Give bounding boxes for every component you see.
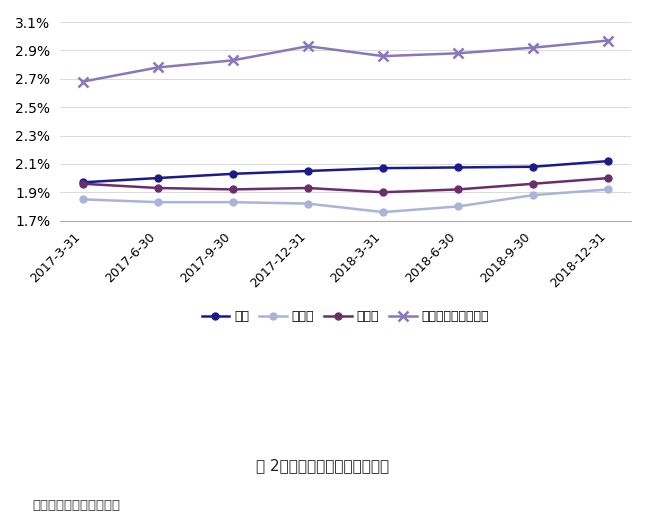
农村金融机构的角度 — [154, 64, 162, 70]
Line: 大行: 大行 — [79, 158, 612, 186]
股份行 — [530, 192, 537, 198]
农村金融机构的角度 — [229, 57, 236, 64]
城商行 — [229, 186, 236, 193]
农村金融机构的角度 — [379, 53, 387, 60]
Legend: 大行, 股份行, 城商行, 农村金融机构的角度: 大行, 股份行, 城商行, 农村金融机构的角度 — [197, 305, 494, 328]
城商行 — [304, 185, 312, 191]
城商行 — [530, 181, 537, 187]
农村金融机构的角度 — [304, 43, 312, 49]
股份行 — [229, 199, 236, 205]
城商行 — [79, 181, 87, 187]
大行 — [304, 168, 312, 174]
大行 — [530, 163, 537, 170]
Line: 股份行: 股份行 — [79, 186, 612, 216]
股份行 — [605, 186, 612, 193]
大行 — [454, 164, 462, 171]
农村金融机构的角度 — [454, 50, 462, 56]
农村金融机构的角度 — [605, 38, 612, 44]
股份行 — [379, 209, 387, 215]
城商行 — [154, 185, 162, 191]
城商行 — [454, 186, 462, 193]
Line: 农村金融机构的角度: 农村金融机构的角度 — [78, 35, 613, 87]
股份行 — [454, 203, 462, 209]
城商行 — [605, 175, 612, 181]
大行 — [229, 171, 236, 177]
农村金融机构的角度 — [79, 78, 87, 85]
大行 — [79, 179, 87, 185]
股份行 — [154, 199, 162, 205]
大行 — [605, 158, 612, 164]
Text: 数据来源：中国銀保监会: 数据来源：中国銀保监会 — [32, 499, 120, 512]
Line: 城商行: 城商行 — [79, 174, 612, 196]
大行 — [154, 175, 162, 181]
大行 — [379, 165, 387, 171]
农村金融机构的角度 — [530, 44, 537, 51]
城商行 — [379, 189, 387, 195]
Text: 图 2：各类銀行净息差出现分化: 图 2：各类銀行净息差出现分化 — [256, 458, 390, 473]
股份行 — [79, 196, 87, 203]
股份行 — [304, 200, 312, 207]
